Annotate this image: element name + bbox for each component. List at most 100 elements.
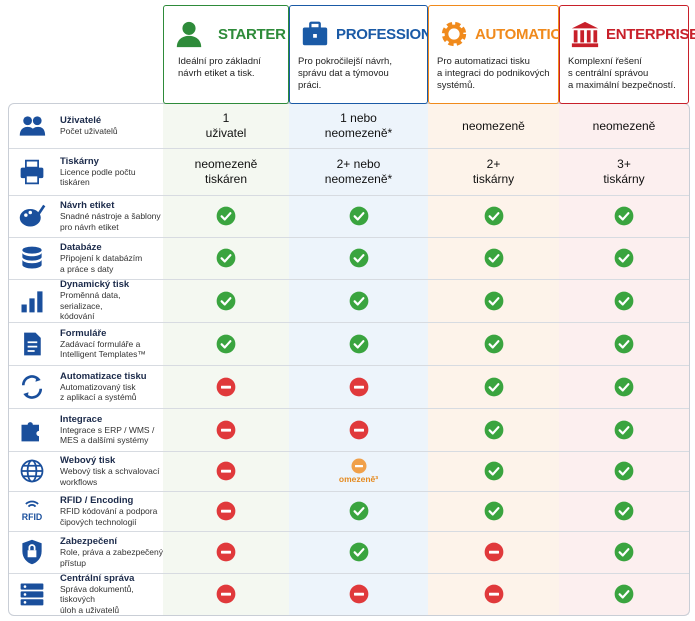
plan-cell <box>289 365 428 408</box>
automation-column-bg <box>428 104 559 615</box>
plan-cell <box>428 451 559 491</box>
yes-icon <box>349 248 368 268</box>
plan-cell <box>559 322 689 365</box>
cell-text: 2+ nebo neomezeně* <box>324 156 393 186</box>
feature-subtitle: Snadné nástroje a šablony pro návrh etik… <box>60 211 161 232</box>
plan-cell <box>163 408 289 451</box>
feature-title: Centrální správa <box>60 572 135 584</box>
feature-label: RFID / Encoding RFID kódování a podpora č… <box>60 491 163 531</box>
feature-title: Automatizace tisku <box>60 370 147 382</box>
plan-cell <box>428 408 559 451</box>
feature-subtitle: Připojení k databázím a práce s daty <box>60 253 143 274</box>
row-divider <box>9 408 689 409</box>
plan-icon <box>176 21 202 48</box>
plan-cell <box>559 237 689 279</box>
feature-title: RFID / Encoding <box>60 495 134 506</box>
yes-icon <box>484 248 503 268</box>
feature-title: Uživatelé <box>60 115 102 127</box>
plan-cell <box>163 451 289 491</box>
yes-icon <box>614 248 634 268</box>
feature-subtitle: Správa dokumentů, tiskových úloh a uživa… <box>60 583 134 615</box>
feature-icon: RFID <box>22 500 42 522</box>
no-icon <box>216 377 236 396</box>
plan-name: STARTER <box>218 26 286 43</box>
plan-description: Komplexní řešení s centrální správou a m… <box>568 56 676 91</box>
feature-title: Databáze <box>60 242 102 253</box>
no-icon <box>349 377 368 396</box>
plan-icon <box>441 21 467 47</box>
plan-cell <box>559 408 689 451</box>
feature-icon <box>19 204 46 227</box>
feature-subtitle: Licence podle počtu tiskáren <box>60 166 136 188</box>
plan-cell <box>559 365 689 408</box>
yes-icon <box>484 377 503 396</box>
plan-cell <box>289 531 428 573</box>
feature-label: Formuláře Zadávací formuláře a Intelligen… <box>60 322 163 365</box>
yes-icon <box>216 334 236 353</box>
yes-icon <box>484 334 503 353</box>
yes-icon <box>614 377 634 396</box>
plan-cell <box>428 237 559 279</box>
feature-label: Integrace Integrace s ERP / WMS / MES a d… <box>60 408 163 451</box>
plan-description: Pro automatizaci tisku a integraci do po… <box>437 56 550 91</box>
yes-icon <box>349 542 368 562</box>
row-divider <box>9 237 689 238</box>
row-divider <box>9 148 689 149</box>
plan-cell <box>289 573 428 615</box>
feature-label: Zabezpečení Role, práva a zabezpečený pří… <box>60 531 163 573</box>
yes-icon <box>216 248 236 268</box>
svg-text:RFID: RFID <box>22 512 42 522</box>
plan-cell <box>163 322 289 365</box>
plan-cell <box>559 491 689 531</box>
plan-cell <box>289 279 428 322</box>
yes-icon <box>614 584 634 604</box>
plan-cell: 1 uživatel <box>163 104 289 148</box>
feature-icon <box>21 374 43 399</box>
no-icon <box>216 420 236 439</box>
yes-icon <box>614 542 634 562</box>
no-icon <box>349 584 368 604</box>
plan-cell: neomezeně <box>428 104 559 148</box>
plan-name: AUTOMATION <box>475 26 573 43</box>
professional-column-bg <box>289 104 428 615</box>
plan-cell <box>289 195 428 237</box>
feature-label: Databáze Připojení k databázím a práce s … <box>60 237 163 279</box>
yes-icon <box>216 291 236 310</box>
plan-cell: omezeně³ <box>289 451 428 491</box>
feature-label: Tiskárny Licence podle počtu tiskáren <box>60 148 163 195</box>
plan-cell: 2+ tiskárny <box>428 148 559 195</box>
yes-icon <box>614 461 634 481</box>
feature-subtitle: RFID kódování a podpora čipových technol… <box>60 506 158 527</box>
no-icon <box>484 584 503 604</box>
no-icon <box>216 461 236 481</box>
row-divider <box>9 195 689 196</box>
feature-label: Dynamický tisk Proměnná data, serializace… <box>60 279 163 322</box>
plan-cell <box>559 573 689 615</box>
no-icon <box>216 542 236 562</box>
feature-label: Webový tisk Webový tisk a schvalovací wor… <box>60 451 163 491</box>
cell-text: 1 uživatel <box>205 111 247 140</box>
feature-subtitle: Zadávací formuláře a Intelligent Templat… <box>60 338 146 360</box>
cell-text: neomezeně <box>592 118 656 133</box>
plan-cell <box>428 365 559 408</box>
plan-cell <box>289 237 428 279</box>
plan-cell: 1 nebo neomezeně* <box>289 104 428 148</box>
feature-title: Formuláře <box>60 327 107 339</box>
row-divider <box>9 451 689 452</box>
feature-icon <box>19 116 46 136</box>
plan-cell <box>163 237 289 279</box>
plan-cell <box>428 279 559 322</box>
yes-icon <box>484 206 503 226</box>
feature-title: Dynamický tisk <box>60 279 130 291</box>
feature-label: Návrh etiket Snadné nástroje a šablony pr… <box>60 195 163 237</box>
plan-card: AUTOMATION Pro automatizaci tisku a integ… <box>428 5 573 104</box>
feature-subtitle: Role, práva a zabezpečený přístup <box>60 547 164 568</box>
feature-icon <box>20 159 44 184</box>
plan-cell <box>163 195 289 237</box>
limited-label: omezeně³ <box>338 474 379 484</box>
plan-icon <box>302 21 328 46</box>
no-icon <box>216 584 236 604</box>
no-icon <box>484 542 503 562</box>
plan-cell: 3+ tiskárny <box>559 148 689 195</box>
